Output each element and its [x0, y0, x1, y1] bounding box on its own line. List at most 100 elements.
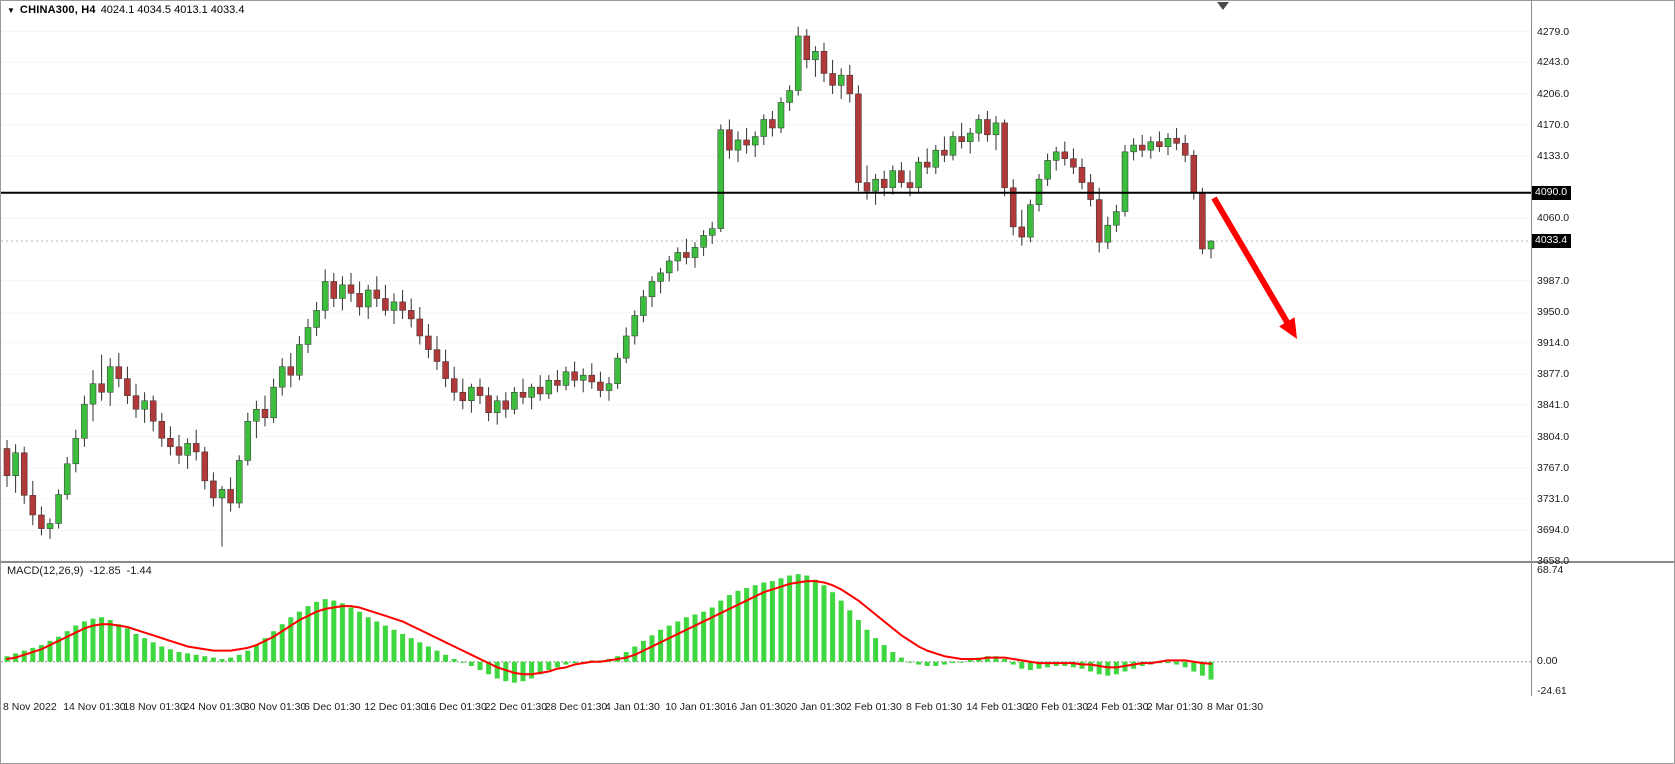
macd-histogram-bar	[666, 625, 672, 662]
macd-histogram-bar	[735, 590, 741, 662]
time-axis-label: 24 Feb 01:30	[1086, 701, 1149, 713]
price-axis-label: 3804.0	[1537, 430, 1570, 443]
candle-body	[38, 514, 45, 529]
trend-arrow-line[interactable]	[1211, 196, 1292, 327]
time-axis-label: 8 Nov 2022	[3, 701, 57, 713]
macd-histogram-bar	[236, 654, 242, 662]
symbol-marker-icon: ▼	[7, 5, 15, 15]
macd-histogram-bar	[950, 661, 956, 664]
macd-histogram-bar	[830, 592, 836, 662]
candle-body	[141, 400, 148, 410]
trend-arrow-head[interactable]	[1279, 317, 1297, 339]
candle-body	[1009, 187, 1017, 228]
candle-body	[442, 361, 449, 379]
macd-histogram-bar	[563, 661, 569, 665]
candle-body	[588, 374, 596, 383]
macd-panel-canvas[interactable]	[1, 563, 1531, 696]
macd-histogram-bar	[64, 631, 70, 662]
macd-histogram-bar	[1088, 661, 1094, 672]
macd-histogram-bar	[271, 631, 277, 662]
macd-histogram-bar	[572, 661, 578, 664]
candle-body	[278, 366, 286, 388]
macd-histogram-bar	[855, 620, 861, 662]
axis-separator-line	[1531, 1, 1532, 696]
macd-histogram-bar	[821, 585, 827, 662]
current-price-box: 4033.4	[1532, 234, 1572, 249]
price-axis[interactable]: 4279.0 4243.0 4206.0 4170.0 4133.0 4060.0 3987…	[1531, 1, 1674, 567]
candle-body	[605, 383, 613, 391]
candle-body	[777, 102, 785, 129]
price-axis-label: 4170.0	[1537, 118, 1570, 131]
chart-shift-marker[interactable]	[1217, 2, 1229, 10]
candle-body	[330, 281, 338, 299]
price-axis-label: 4060.0	[1537, 212, 1570, 225]
macd-histogram-bar	[56, 636, 62, 662]
candle-body	[1164, 137, 1172, 148]
macd-histogram-bar	[873, 638, 879, 662]
macd-histogram-bar	[210, 657, 216, 662]
candle-body	[201, 451, 209, 482]
macd-histogram-bar	[408, 638, 414, 662]
price-axis-label: 4243.0	[1537, 56, 1570, 69]
macd-histogram-bar	[804, 575, 810, 662]
candle-body	[29, 495, 37, 516]
candle-body	[382, 298, 389, 311]
macd-histogram-bar	[253, 645, 259, 662]
candle-body	[373, 289, 381, 299]
candle-body	[691, 247, 699, 258]
macd-value-axis[interactable]: 68.74 0.00 -24.61	[1531, 1, 1674, 697]
macd-histogram-bar	[228, 657, 234, 662]
macd-histogram-bar	[967, 658, 973, 662]
macd-histogram-bar	[1208, 661, 1214, 680]
candle-body	[347, 284, 355, 294]
candle-body	[287, 366, 295, 376]
candle-body	[3, 448, 11, 477]
macd-histogram-bar	[382, 625, 388, 662]
candle-body	[794, 35, 802, 91]
candle-body	[416, 318, 424, 337]
macd-histogram-bar	[185, 653, 191, 662]
candle-body	[769, 119, 776, 129]
macd-histogram-bar	[124, 628, 130, 662]
candle-body	[476, 386, 484, 396]
macd-histogram-bar	[391, 629, 397, 662]
candle-body	[399, 301, 406, 311]
candle-body	[751, 136, 759, 146]
candle-body	[519, 391, 527, 398]
macd-histogram-bar	[107, 620, 113, 662]
panel-divider[interactable]	[1, 561, 1674, 563]
candle-body	[158, 420, 166, 439]
candle-body	[167, 438, 174, 448]
candle-body	[63, 463, 71, 495]
macd-histogram-bar	[1002, 658, 1008, 662]
macd-histogram-bar	[692, 614, 698, 662]
candle-body	[932, 149, 940, 168]
candle-body	[1156, 141, 1163, 148]
macd-signal-value: -1.44	[126, 565, 152, 577]
time-axis-label: 2 Mar 01:30	[1146, 701, 1203, 713]
candle-body	[502, 400, 510, 410]
macd-histogram-bar	[159, 646, 165, 662]
macd-histogram-bar	[520, 661, 526, 682]
candle-body	[536, 386, 544, 395]
macd-histogram-bar	[331, 600, 337, 662]
price-axis-label: 3731.0	[1537, 492, 1570, 505]
time-axis[interactable]: 8 Nov 2022 14 Nov 01:30 18 Nov 01:30 24 Nov…	[1, 696, 1674, 724]
price-axis-label: 4206.0	[1537, 87, 1570, 100]
macd-histogram-bar	[1036, 661, 1042, 669]
candle-body	[210, 480, 217, 499]
price-axis-label: 3914.0	[1537, 336, 1570, 349]
macd-histogram-bar	[296, 611, 302, 662]
macd-histogram-bar	[425, 646, 431, 662]
price-axis-label: 3767.0	[1537, 462, 1570, 475]
candle-body	[898, 170, 905, 183]
macd-histogram-bar	[193, 654, 199, 662]
candle-body	[657, 272, 664, 282]
candle-body	[786, 90, 793, 103]
price-chart-canvas[interactable]	[1, 1, 1531, 561]
macd-histogram-bar	[202, 656, 208, 662]
candle-body	[296, 344, 303, 376]
time-axis-label: 20 Feb 01:30	[1026, 701, 1089, 713]
candle-body	[175, 446, 183, 456]
